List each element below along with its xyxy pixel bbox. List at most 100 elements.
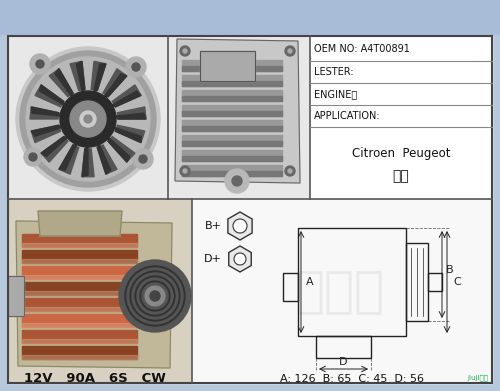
Bar [22,307,137,311]
Circle shape [180,46,190,56]
Circle shape [232,176,242,186]
Bar [22,339,137,343]
Text: A: A [306,277,314,287]
Text: 12V   90A   6S   CW: 12V 90A 6S CW [24,373,166,386]
Bar [200,51,255,81]
Polygon shape [228,246,252,272]
Polygon shape [108,138,130,162]
Text: D: D [339,357,347,367]
Bar [22,355,137,359]
Circle shape [147,288,163,304]
Circle shape [60,91,116,147]
Circle shape [127,268,183,324]
Polygon shape [82,147,88,177]
Bar [8,36,492,383]
Bar [316,336,371,358]
Circle shape [139,155,147,163]
Circle shape [80,111,96,127]
Bar [22,314,137,327]
Circle shape [132,273,178,319]
Circle shape [130,271,180,321]
Bar [182,120,282,131]
Polygon shape [112,91,141,107]
Text: 久机电: 久机电 [295,267,385,315]
Polygon shape [16,221,172,368]
Text: ENGINE：: ENGINE： [314,89,357,99]
Polygon shape [55,69,73,96]
Bar [22,346,137,359]
Bar [8,199,192,383]
Circle shape [137,278,173,314]
Polygon shape [38,211,122,236]
Circle shape [26,57,150,181]
Circle shape [125,266,185,326]
Circle shape [24,148,42,166]
Bar [8,276,24,316]
Bar [182,96,282,101]
Polygon shape [32,125,62,136]
Circle shape [180,166,190,176]
Bar [182,171,282,176]
Bar [182,165,282,176]
Circle shape [70,101,106,137]
Text: C: C [453,277,461,287]
Bar [168,36,310,199]
Bar [0,0,500,34]
Circle shape [233,219,247,233]
Polygon shape [32,107,60,116]
Text: jiuji机电: jiuji机电 [467,375,488,381]
Polygon shape [35,85,64,107]
Circle shape [285,166,295,176]
Bar [428,273,442,291]
Bar [200,51,255,81]
Polygon shape [59,145,78,174]
Polygon shape [103,69,127,97]
Text: OEM NO: A4T00891: OEM NO: A4T00891 [314,44,410,54]
Circle shape [132,63,140,71]
Polygon shape [116,125,144,143]
Text: A: 126  B: 65  C: 45  D: 56: A: 126 B: 65 C: 45 D: 56 [280,374,424,384]
Bar [22,330,137,343]
Bar [8,36,168,199]
Circle shape [142,283,168,309]
Bar [182,135,282,146]
Bar [182,90,282,101]
Bar [182,141,282,146]
Polygon shape [30,107,58,119]
Bar [22,243,137,247]
Circle shape [30,54,50,74]
Bar [22,291,137,295]
Circle shape [234,253,246,265]
Bar [182,126,282,131]
Circle shape [145,286,165,306]
Bar [8,36,492,383]
Polygon shape [228,212,252,240]
Polygon shape [91,61,106,90]
Bar [182,111,282,116]
Bar [22,323,137,327]
Text: B+: B+ [205,221,222,231]
Bar [298,228,406,336]
Bar [182,156,282,161]
Text: B: B [446,265,454,275]
Bar [22,259,137,263]
Circle shape [150,291,160,301]
Polygon shape [112,85,141,107]
Circle shape [135,276,175,316]
Polygon shape [114,127,141,143]
Circle shape [126,57,146,77]
Polygon shape [104,74,127,97]
Polygon shape [41,136,67,156]
Circle shape [84,115,92,123]
Polygon shape [59,145,76,170]
Text: 标致: 标致 [392,169,409,183]
Bar [182,75,282,86]
Polygon shape [175,39,300,183]
Text: APPLICATION:: APPLICATION: [314,111,380,121]
Circle shape [16,47,160,191]
Text: D+: D+ [204,254,222,264]
Bar [310,36,492,199]
Circle shape [145,286,165,306]
Circle shape [119,260,191,332]
Polygon shape [32,125,60,143]
